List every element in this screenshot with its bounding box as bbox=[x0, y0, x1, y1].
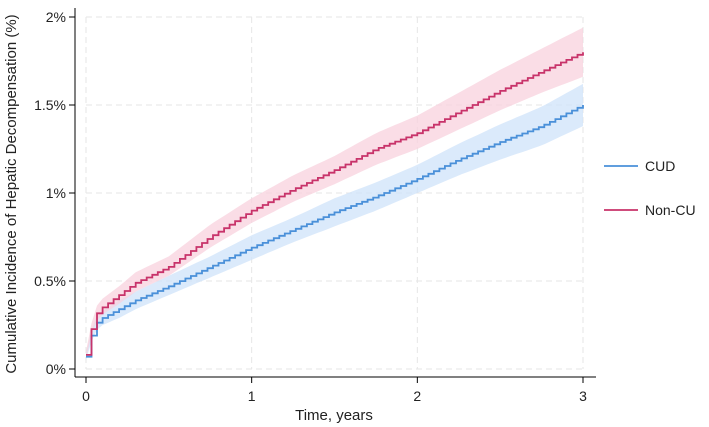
y-ticks: 0% 0.5% 1% 1.5% 2% bbox=[34, 9, 75, 377]
x-ticks: 0 1 2 3 bbox=[82, 377, 587, 404]
ci-band-non-cu bbox=[86, 27, 583, 359]
legend-label-non-cu: Non-CU bbox=[645, 202, 696, 218]
y-tick-label: 0.5% bbox=[34, 273, 66, 289]
y-tick-label: 1.5% bbox=[34, 97, 66, 113]
confidence-bands bbox=[86, 27, 583, 361]
ci-band-cud bbox=[86, 83, 583, 361]
x-tick-label: 3 bbox=[579, 388, 587, 404]
series-line-non-cu bbox=[86, 52, 584, 356]
x-tick-label: 1 bbox=[248, 388, 256, 404]
y-tick-label: 0% bbox=[46, 361, 66, 377]
x-axis-label: Time, years bbox=[295, 407, 373, 424]
y-tick-label: 2% bbox=[46, 9, 66, 25]
y-axis-label: Cumulative Incidence of Hepatic Decompen… bbox=[3, 14, 20, 373]
x-tick-label: 2 bbox=[413, 388, 421, 404]
series-lines bbox=[86, 52, 584, 358]
legend: CUD Non-CU bbox=[604, 158, 696, 218]
legend-label-cud: CUD bbox=[645, 158, 675, 174]
y-tick-label: 1% bbox=[46, 185, 66, 201]
series-line-cud bbox=[86, 105, 584, 358]
x-tick-label: 0 bbox=[82, 388, 90, 404]
